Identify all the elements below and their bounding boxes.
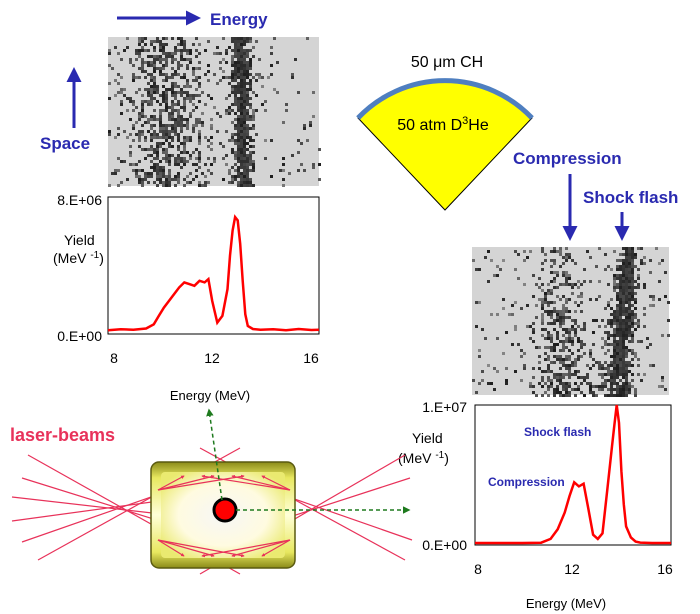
x-tick-8: 8	[474, 561, 482, 577]
plot-frame	[474, 404, 672, 546]
capsule-shell	[356, 78, 534, 120]
x-tick-12: 12	[564, 561, 580, 577]
laser-beams-label: laser-beams	[10, 425, 115, 445]
y-tick-top: 8.E+06	[57, 192, 102, 208]
spectrum-series-line	[475, 404, 671, 545]
capsule-wedge: 50 μm CH 50 atm D3He	[356, 54, 534, 211]
streak-image-right	[472, 247, 670, 397]
y-axis-label-line2: (MeV -1)	[398, 450, 449, 466]
energy-arrow-label: Energy	[210, 10, 268, 29]
spectrum-chart-right: 1.E+07 0.E+00 8 12 16 Yield (MeV -1) Ene…	[398, 399, 673, 611]
x-axis-label: Energy (MeV)	[170, 388, 250, 403]
capsule-fill-label: 50 atm D3He	[397, 115, 489, 134]
space-arrow-label: Space	[40, 134, 90, 153]
y-axis-label-line2: (MeV -1)	[53, 250, 104, 266]
compression-annotation: Compression	[488, 475, 565, 489]
x-tick-16: 16	[303, 350, 319, 366]
x-axis-label: Energy (MeV)	[526, 596, 606, 611]
y-tick-bottom: 0.E+00	[422, 537, 467, 553]
x-tick-8: 8	[110, 350, 118, 366]
x-tick-16: 16	[657, 561, 673, 577]
spectrum-chart-top-left: 8.E+06 0.E+00 8 12 16 Yield (MeV -1) Ene…	[53, 192, 320, 403]
y-axis-label-line1: Yield	[64, 232, 95, 248]
line-of-sight-up-arrow	[206, 408, 223, 501]
compression-arrow-label: Compression	[513, 149, 622, 168]
y-tick-top: 1.E+07	[422, 399, 467, 415]
target-capsule	[212, 497, 238, 523]
y-tick-bottom: 0.E+00	[57, 328, 102, 344]
y-axis-label-line1: Yield	[412, 430, 443, 446]
plot-frame	[107, 196, 320, 335]
spectrum-series-line	[107, 214, 320, 332]
hohlraum	[150, 461, 296, 569]
capsule-shell-label: 50 μm CH	[411, 54, 483, 71]
x-tick-12: 12	[204, 350, 220, 366]
shock-flash-arrow-label: Shock flash	[583, 188, 678, 207]
laser-beams-inner	[157, 474, 291, 558]
streak-image-top-left	[108, 37, 321, 187]
shock-flash-annotation: Shock flash	[524, 425, 591, 439]
